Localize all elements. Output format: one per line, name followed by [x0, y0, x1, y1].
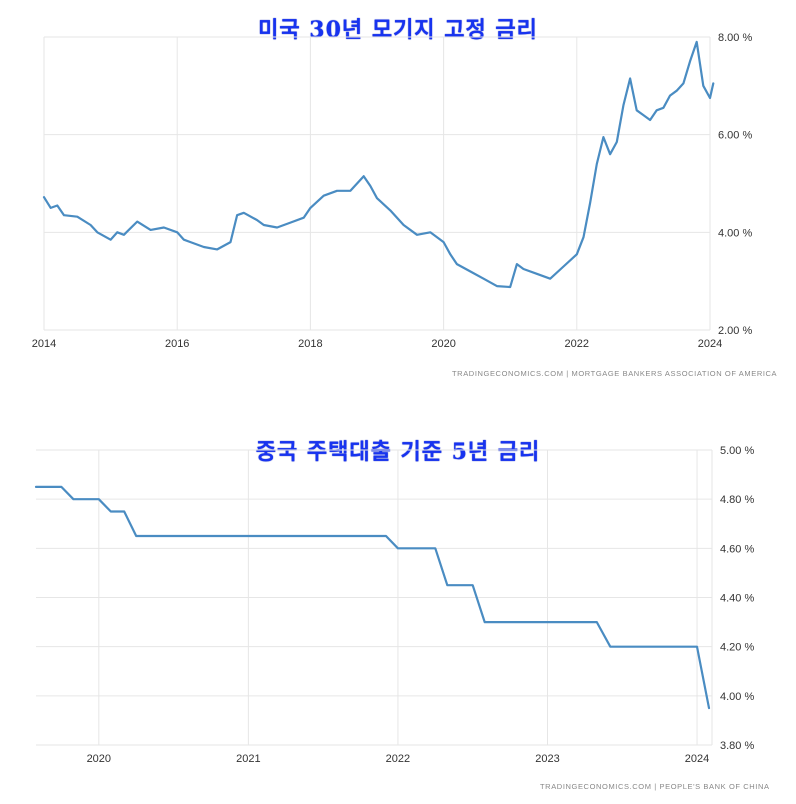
us-y-tick-label: 8.00 %: [718, 32, 752, 44]
us-x-tick-label: 2020: [431, 338, 455, 350]
china-y-tick-label: 3.80 %: [720, 740, 754, 752]
us-x-tick-label: 2024: [698, 338, 722, 350]
us-series-line: [42, 40, 715, 289]
china-y-tick-label: 4.80 %: [720, 494, 754, 506]
china-x-tick-label: 2022: [386, 753, 410, 765]
china-y-tick-label: 4.60 %: [720, 543, 754, 555]
china-y-tick-label: 4.20 %: [720, 642, 754, 654]
source-credit-china: TRADINGECONOMICS.COM | PEOPLE'S BANK OF …: [540, 782, 770, 791]
china-x-tick-label: 2023: [535, 753, 559, 765]
us-mortgage-chart: 2.00 % 4.00 % 6.00 % 8.00 % 2014 2016 2018 2020…: [32, 32, 753, 350]
us-x-tick-label: 2014: [32, 338, 56, 350]
us-x-tick-label: 2018: [298, 338, 322, 350]
china-y-tick-label: 5.00 %: [720, 445, 754, 457]
us-x-tick-label: 2022: [565, 338, 589, 350]
china-x-tick-label: 2024: [685, 753, 709, 765]
china-series-line: [34, 485, 711, 710]
chart-title-us: 미국 30년 모기지 고정 금리: [258, 17, 538, 43]
us-y-tick-label: 4.00 %: [718, 227, 752, 239]
china-x-tick-label: 2021: [236, 753, 260, 765]
us-y-tick-label: 2.00 %: [718, 325, 752, 337]
china-y-tick-label: 4.00 %: [720, 691, 754, 703]
china-loan-chart-panel: 중국 주택대출 기준 5년 금리 3.80 % 4.00 % 4.20 % 4.40 …: [0, 410, 796, 804]
us-mortgage-chart-panel: 미국 30년 모기지 고정 금리 2.00 % 4.00 % 6.00 % 8.00 …: [0, 0, 796, 395]
china-x-tick-label: 2020: [87, 753, 111, 765]
source-credit-us: TRADINGECONOMICS.COM | MORTGAGE BANKERS …: [452, 369, 778, 378]
china-y-tick-label: 4.40 %: [720, 593, 754, 605]
us-x-tick-label: 2016: [165, 338, 189, 350]
china-loan-chart: 3.80 % 4.00 % 4.20 % 4.40 % 4.60 % 4.80 % 5.00…: [34, 445, 754, 765]
us-y-tick-label: 6.00 %: [718, 130, 752, 142]
panel-separator: [0, 395, 796, 410]
